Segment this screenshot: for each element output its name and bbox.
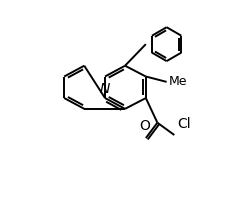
Text: Cl: Cl [178, 117, 191, 131]
Text: Me: Me [169, 75, 188, 88]
Text: O: O [139, 119, 150, 134]
Text: N: N [100, 82, 110, 96]
